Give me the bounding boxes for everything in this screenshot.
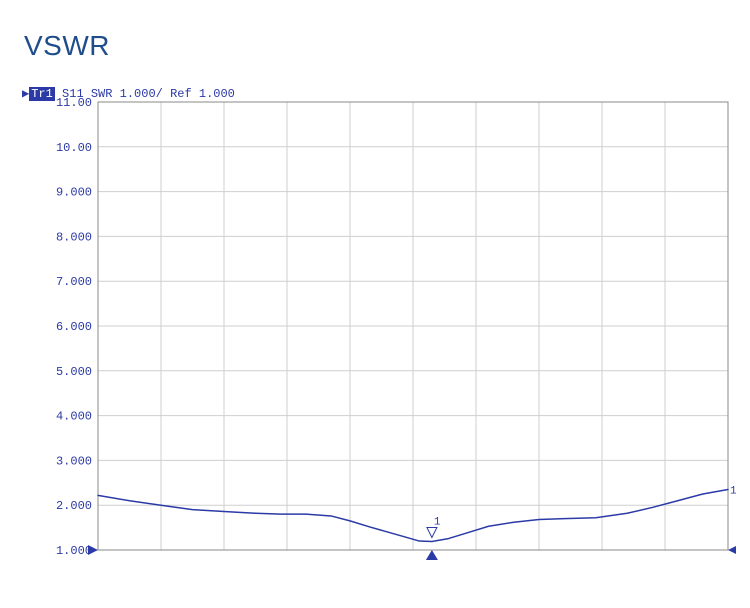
y-tick-label: 2.000 <box>56 499 92 513</box>
y-tick-label: 3.000 <box>56 454 92 468</box>
y-tick-label: 9.000 <box>56 186 92 200</box>
y-tick-label: 5.000 <box>56 365 92 379</box>
page-title: VSWR <box>24 30 110 62</box>
ref-indicator-right-icon <box>728 544 736 556</box>
y-tick-label: 4.000 <box>56 410 92 424</box>
y-tick-label: 7.000 <box>56 275 92 289</box>
y-tick-label: 6.000 <box>56 320 92 334</box>
marker-x-indicator-icon <box>426 550 438 560</box>
marker-1-label: 1 <box>434 516 441 528</box>
y-tick-label: 10.00 <box>56 141 92 155</box>
y-tick-label: 8.000 <box>56 230 92 244</box>
y-tick-label: 1.000 <box>56 544 92 558</box>
vswr-chart: 11.00 10.00 9.000 8.000 7.000 6.000 5.000 4.000… <box>22 96 736 576</box>
page-root: { "title": { "text": "VSWR", "color": "#… <box>0 0 750 608</box>
trace-end-label: 1 <box>730 486 736 498</box>
ref-indicator-left-icon <box>88 545 98 555</box>
y-tick-label: 11.00 <box>56 96 92 110</box>
